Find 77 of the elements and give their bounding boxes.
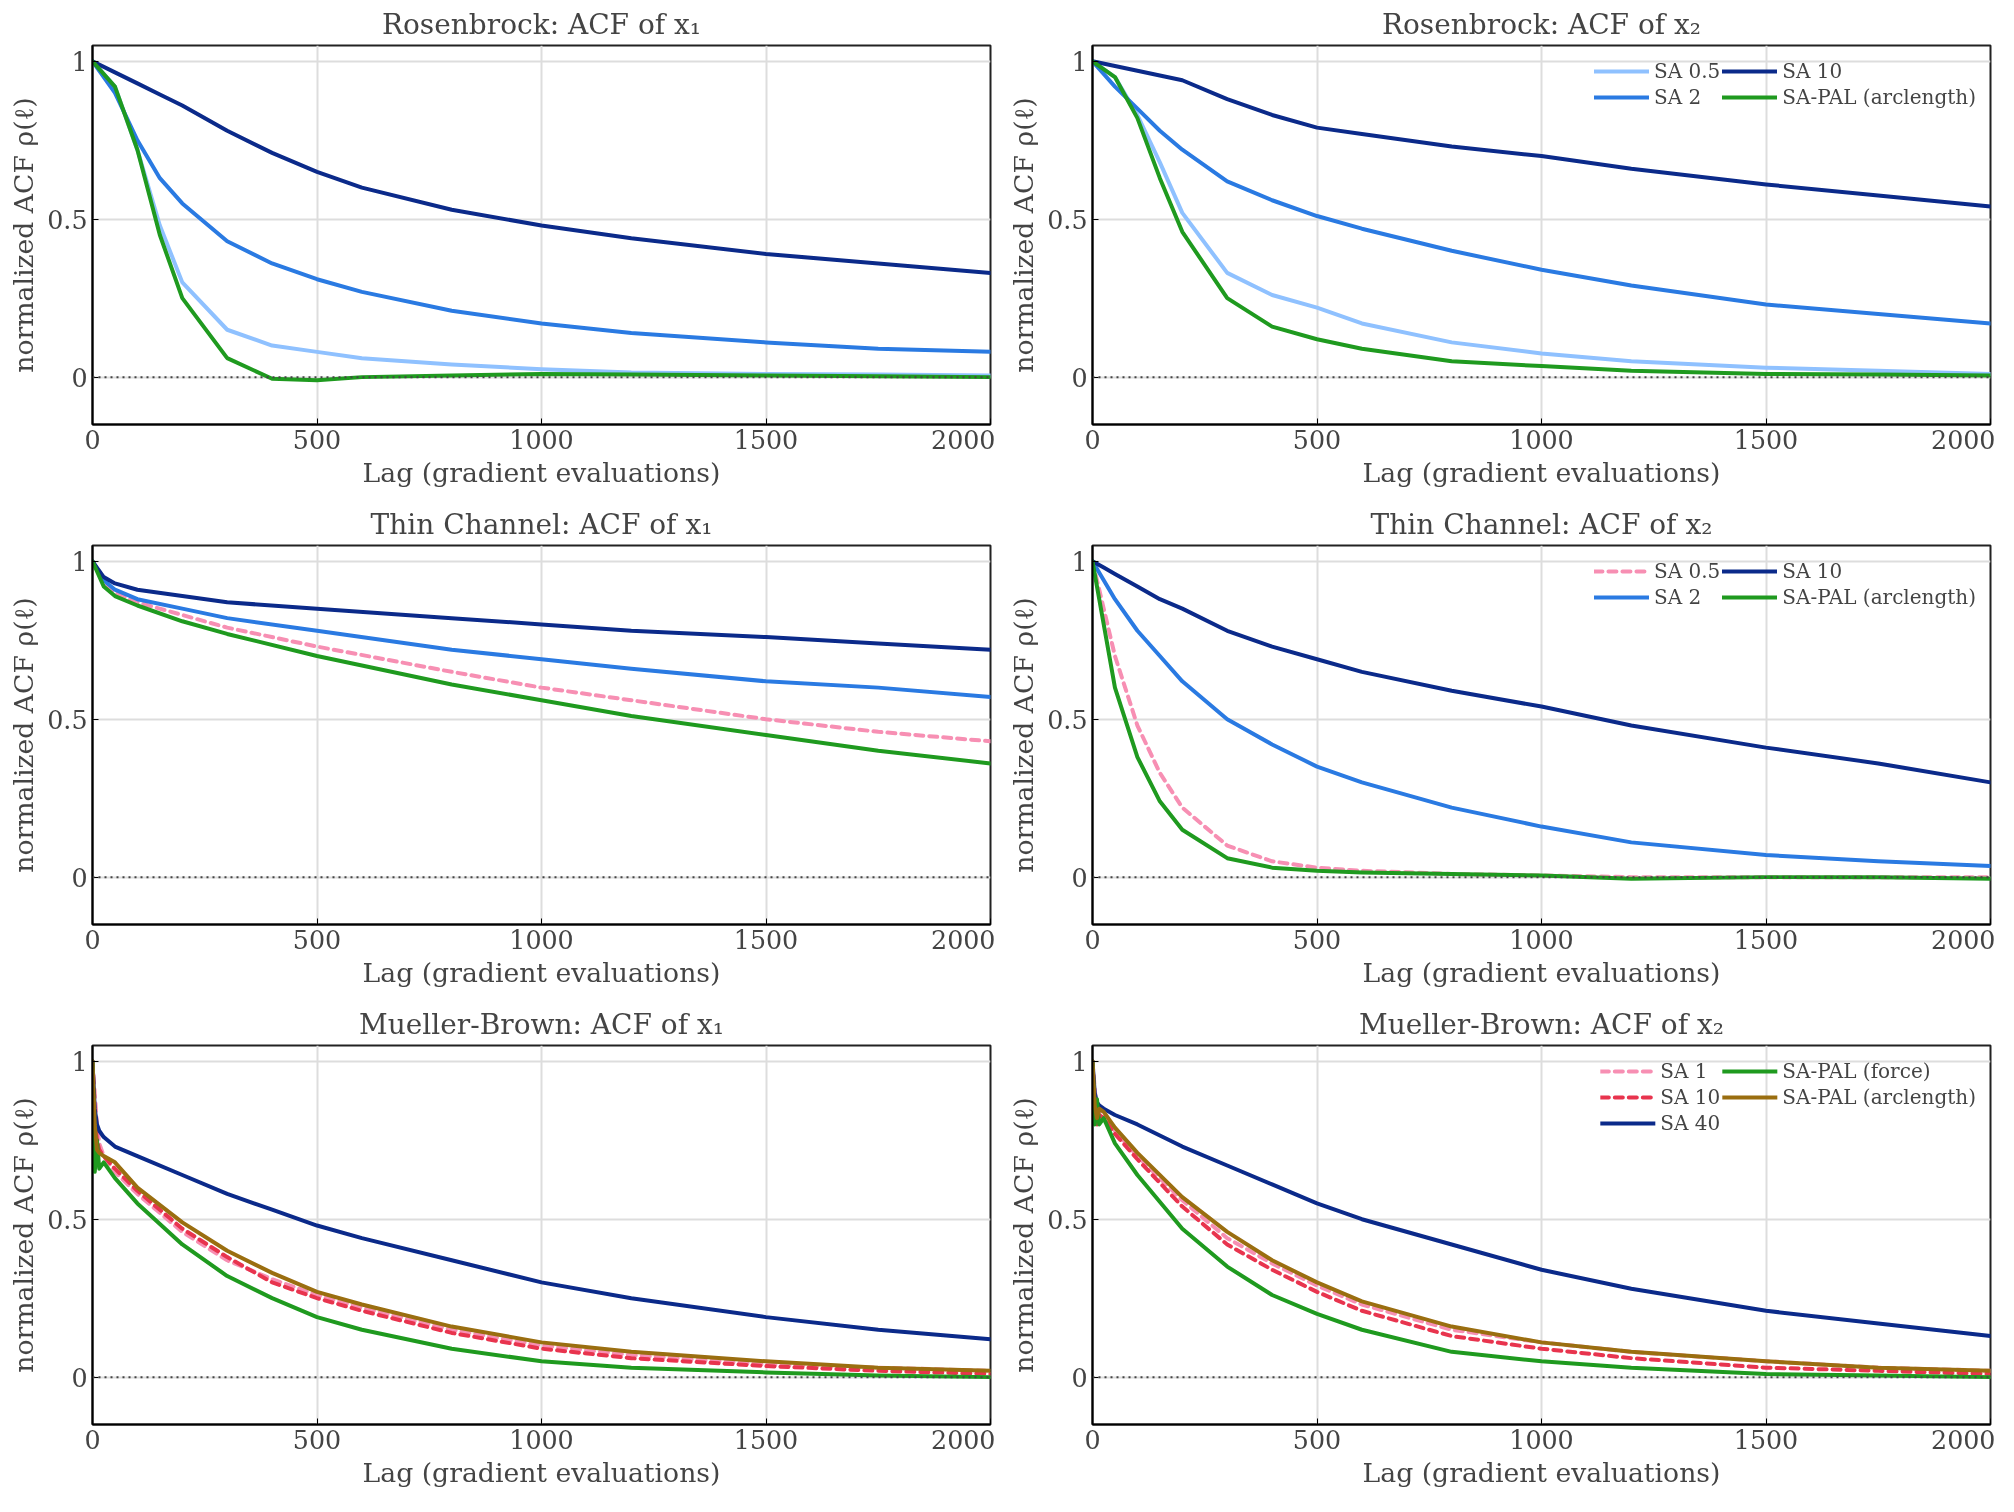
x-tick-label: 1000 <box>509 924 574 955</box>
legend-label: SA 1 <box>1660 1059 1708 1083</box>
x-tick-label: 1000 <box>509 424 574 455</box>
x-tick-label: 1500 <box>733 424 799 455</box>
y-tick-label: 1 <box>71 46 88 77</box>
x-tick-label: 500 <box>292 1424 342 1455</box>
y-tick-label: 0.5 <box>1047 704 1088 735</box>
y-tick-label: 0 <box>1071 862 1088 893</box>
chart-title: Thin Channel: ACF of x₂ <box>1370 507 1713 541</box>
x-tick-label: 500 <box>292 924 342 955</box>
legend-label: SA 10 <box>1660 1085 1721 1109</box>
x-axis-title: Lag (gradient evaluations) <box>362 1456 721 1488</box>
x-tick-label: 1000 <box>1509 424 1574 455</box>
legend-label: SA-PAL (force) <box>1782 1059 1931 1083</box>
legend-label: SA-PAL (arclength) <box>1782 85 1976 109</box>
x-tick-label: 2000 <box>931 924 996 955</box>
legend-label: SA 10 <box>1782 559 1843 583</box>
legend-label: SA 0.5 <box>1653 559 1721 583</box>
chart-title: Mueller-Brown: ACF of x₂ <box>1359 1007 1724 1041</box>
x-tick-label: 1500 <box>733 1424 799 1455</box>
chart-title: Mueller-Brown: ACF of x₁ <box>359 1007 724 1041</box>
x-tick-label: 1000 <box>1509 1424 1574 1455</box>
line-series <box>1092 559 1991 785</box>
x-axis-title: Lag (gradient evaluations) <box>362 956 721 988</box>
y-tick-label: 0.5 <box>47 1204 88 1235</box>
y-tick-label: 0.5 <box>1047 1204 1088 1235</box>
x-tick-label: 1500 <box>1733 924 1799 955</box>
y-tick-label: 0 <box>1071 1362 1088 1393</box>
y-axis-title: normalized ACF ρ(ℓ) <box>1008 597 1040 873</box>
x-axis-title: Lag (gradient evaluations) <box>1362 456 1721 488</box>
x-tick-label: 1500 <box>1733 424 1799 455</box>
y-tick-label: 0.5 <box>47 204 88 235</box>
y-tick-label: 0 <box>1071 362 1088 393</box>
chart-title: Rosenbrock: ACF of x₁ <box>381 7 702 41</box>
legend-label: SA 0.5 <box>1653 59 1721 83</box>
legend-label: SA 10 <box>1782 59 1843 83</box>
x-tick-label: 2000 <box>1931 924 1996 955</box>
y-tick-label: 0 <box>71 1362 88 1393</box>
x-tick-label: 500 <box>1292 1424 1342 1455</box>
legend-label: SA-PAL (arclength) <box>1782 1085 1976 1109</box>
y-axis-title: normalized ACF ρ(ℓ) <box>1008 97 1040 373</box>
x-axis-title: Lag (gradient evaluations) <box>1362 956 1721 988</box>
x-tick-label: 500 <box>1292 424 1342 455</box>
legend-label: SA 40 <box>1660 1111 1721 1135</box>
y-tick-label: 1 <box>1071 1046 1088 1077</box>
y-tick-label: 0.5 <box>1047 204 1088 235</box>
legend-label: SA-PAL (arclength) <box>1782 585 1976 609</box>
y-tick-label: 1 <box>71 546 88 577</box>
legend-label: SA 2 <box>1653 585 1702 609</box>
y-axis-title: normalized ACF ρ(ℓ) <box>8 97 40 373</box>
y-tick-label: 1 <box>71 1046 88 1077</box>
x-tick-label: 2000 <box>1931 1424 1996 1455</box>
legend-label: SA 2 <box>1653 85 1702 109</box>
x-tick-label: 2000 <box>931 424 996 455</box>
chart-title: Rosenbrock: ACF of x₂ <box>1381 7 1702 41</box>
y-axis-title: normalized ACF ρ(ℓ) <box>1008 1097 1040 1373</box>
line-series <box>92 59 991 275</box>
y-axis-title: normalized ACF ρ(ℓ) <box>8 1097 40 1373</box>
x-tick-label: 2000 <box>931 1424 996 1455</box>
x-tick-label: 500 <box>1292 924 1342 955</box>
x-axis-title: Lag (gradient evaluations) <box>1362 1456 1721 1488</box>
chart-title: Thin Channel: ACF of x₁ <box>370 507 713 541</box>
y-tick-label: 0 <box>71 362 88 393</box>
y-axis-title: normalized ACF ρ(ℓ) <box>8 597 40 873</box>
line-series <box>92 559 991 652</box>
y-tick-label: 1 <box>1071 546 1088 577</box>
y-tick-label: 0.5 <box>47 704 88 735</box>
x-tick-label: 1000 <box>1509 924 1574 955</box>
x-tick-label: 1500 <box>733 924 799 955</box>
line-series <box>1092 59 1991 209</box>
x-tick-label: 2000 <box>1931 424 1996 455</box>
x-axis-title: Lag (gradient evaluations) <box>362 456 721 488</box>
x-tick-label: 500 <box>292 424 342 455</box>
y-tick-label: 1 <box>1071 46 1088 77</box>
x-tick-label: 1000 <box>509 1424 574 1455</box>
y-tick-label: 0 <box>71 862 88 893</box>
x-tick-label: 1500 <box>1733 1424 1799 1455</box>
